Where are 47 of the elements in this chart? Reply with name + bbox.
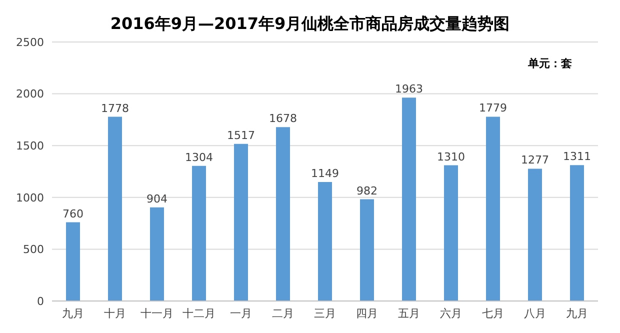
data-label: 1311 — [563, 150, 591, 164]
bar — [66, 222, 80, 301]
x-tick-label: 一月 — [230, 306, 252, 320]
data-label: 1778 — [101, 102, 129, 115]
x-tick-label: 四月 — [356, 306, 378, 320]
bar — [402, 98, 416, 301]
x-tick-label: 八月 — [524, 306, 546, 320]
bar — [192, 166, 206, 301]
bar — [360, 199, 374, 301]
bar — [570, 165, 584, 301]
data-label: 760 — [62, 207, 84, 220]
data-label: 982 — [356, 184, 378, 198]
bar — [486, 116, 500, 301]
bar — [234, 144, 248, 301]
x-tick-label: 二月 — [272, 306, 294, 320]
y-tick-label: 1500 — [16, 140, 44, 153]
data-label: 1517 — [227, 128, 255, 142]
bar — [276, 127, 290, 301]
x-tick-label: 十二月 — [182, 306, 216, 320]
bar — [150, 207, 164, 301]
bar — [528, 168, 542, 301]
data-label: 1310 — [437, 150, 465, 164]
data-label: 1304 — [185, 150, 213, 164]
data-label: 904 — [146, 192, 168, 206]
annotation: 单元：套 — [528, 56, 572, 71]
data-label: 1277 — [521, 154, 549, 167]
data-label: 1149 — [311, 166, 339, 180]
data-label: 1779 — [479, 102, 507, 115]
x-tick-label: 七月 — [482, 306, 504, 320]
y-tick-label: 0 — [37, 294, 44, 308]
x-tick-label: 五月 — [398, 306, 420, 320]
y-tick-label: 1000 — [16, 191, 44, 204]
y-tick-label: 500 — [23, 243, 44, 256]
chart-title: 2016年9月—2017年9月仙桃全市商品房成交量趋势图 — [109, 14, 511, 35]
x-tick-label: 十一月 — [140, 306, 174, 320]
x-tick-label: 九月 — [62, 306, 84, 320]
x-tick-label: 六月 — [440, 306, 462, 320]
bar — [444, 165, 458, 301]
x-tick-label: 十月 — [104, 306, 126, 320]
x-tick-label: 九月 — [566, 306, 588, 320]
y-tick-label: 2000 — [16, 88, 44, 101]
x-tick-label: 三月 — [314, 306, 336, 320]
y-tick-label: 2500 — [16, 36, 44, 49]
bar — [318, 182, 332, 301]
bar — [108, 116, 122, 301]
data-label: 1963 — [395, 82, 423, 96]
data-label: 1678 — [269, 112, 297, 126]
